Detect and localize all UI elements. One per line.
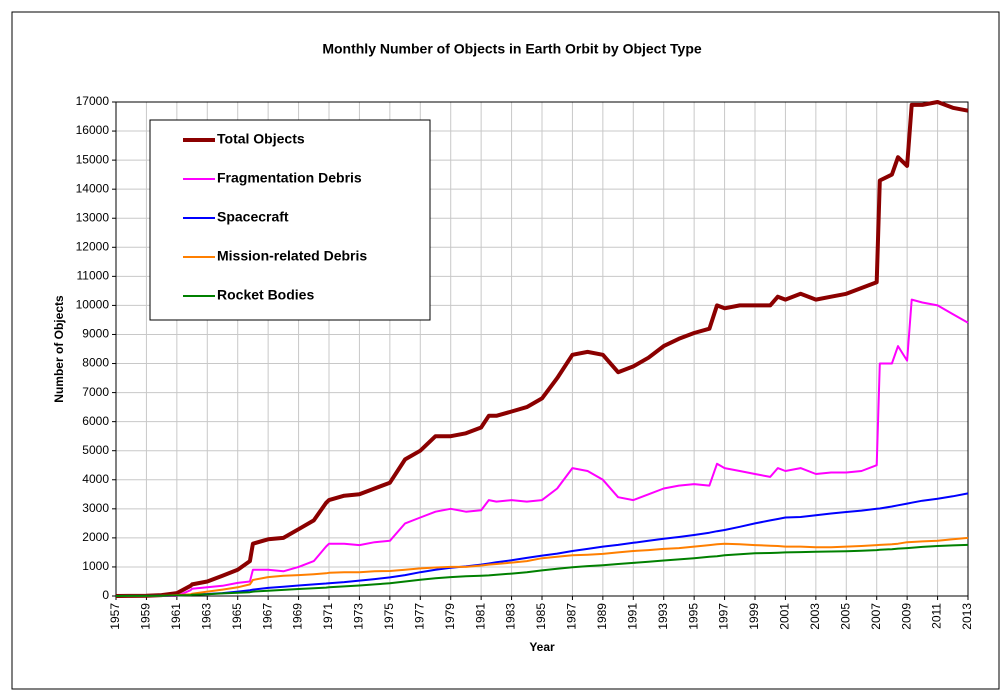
x-tick-label: 1971	[321, 603, 335, 630]
x-tick-label: 1997	[717, 603, 731, 630]
x-tick-label: 2001	[778, 603, 792, 630]
y-tick-label: 13000	[76, 210, 110, 224]
x-tick-label: 2007	[869, 603, 883, 630]
legend-box	[149, 119, 431, 321]
y-tick-label: 1000	[82, 559, 109, 573]
x-tick-label: 1983	[504, 603, 518, 630]
x-tick-label: 1977	[412, 603, 426, 630]
x-tick-label: 1961	[169, 603, 183, 630]
y-tick-label: 6000	[82, 414, 109, 428]
legend-label: Fragmentation Debris	[217, 170, 362, 186]
x-tick-label: 1975	[382, 603, 396, 630]
y-tick-label: 5000	[82, 443, 109, 457]
x-tick-label: 1959	[139, 603, 153, 630]
x-tick-label: 1957	[108, 603, 122, 630]
plot-border	[115, 101, 969, 597]
x-tick-label: 1991	[625, 603, 639, 630]
legend-label: Rocket Bodies	[217, 287, 314, 303]
x-tick-label: 1981	[473, 603, 487, 630]
y-axis-label: Number of Objects	[52, 295, 66, 403]
y-tick-label: 15000	[76, 152, 110, 166]
x-tick-label: 1965	[230, 603, 244, 630]
x-tick-label: 1985	[534, 603, 548, 630]
x-tick-label: 1973	[352, 603, 366, 630]
x-tick-label: 1979	[443, 603, 457, 630]
y-tick-label: 12000	[76, 239, 110, 253]
series-line	[115, 100, 969, 598]
series-line	[115, 492, 969, 597]
y-tick-label: 17000	[76, 94, 110, 108]
y-tick-label: 8000	[82, 356, 109, 370]
y-tick-label: 9000	[82, 327, 109, 341]
y-tick-label: 10000	[76, 298, 110, 312]
legend-label: Total Objects	[217, 131, 305, 147]
x-tick-label: 2009	[899, 603, 913, 630]
x-tick-label: 1999	[747, 603, 761, 630]
series-line	[115, 536, 969, 597]
y-tick-label: 2000	[82, 530, 109, 544]
x-tick-label: 1989	[595, 603, 609, 630]
x-tick-label: 1995	[686, 603, 700, 630]
legend-label: Spacecraft	[217, 209, 289, 225]
y-tick-label: 14000	[76, 181, 110, 195]
legend-label: Mission-related Debris	[217, 248, 367, 264]
x-tick-label: 2013	[960, 603, 974, 630]
x-tick-label: 2003	[808, 603, 822, 630]
y-tick-label: 11000	[77, 269, 110, 283]
x-tick-label: 1993	[656, 603, 670, 630]
x-tick-label: 1963	[199, 603, 213, 630]
x-tick-label: 1967	[260, 603, 274, 630]
chart-title: Monthly Number of Objects in Earth Orbit…	[322, 41, 702, 57]
y-tick-label: 0	[102, 588, 109, 602]
y-tick-label: 16000	[76, 123, 110, 137]
series-line	[115, 543, 969, 597]
x-axis-label: Year	[529, 640, 555, 654]
y-tick-label: 3000	[82, 501, 109, 515]
x-tick-label: 2011	[930, 603, 944, 629]
y-tick-label: 4000	[82, 472, 109, 486]
x-tick-label: 2005	[838, 603, 852, 630]
y-tick-label: 7000	[82, 385, 109, 399]
x-tick-label: 1987	[565, 603, 579, 630]
series-line	[116, 298, 969, 597]
legend: Total Objects Fragmentation Debris Spacecr…	[149, 119, 431, 321]
x-tick-label: 1969	[291, 603, 305, 630]
